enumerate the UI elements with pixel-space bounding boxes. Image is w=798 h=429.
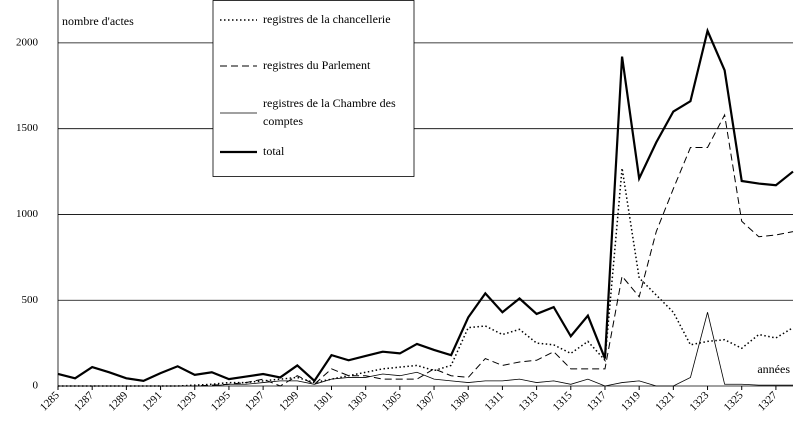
y-tick-label: 2000 [16,36,39,48]
legend-label: registres de la chancellerie [263,12,391,26]
x-tick-label: 1327 [756,389,780,413]
legend-label: registres du Parlement [263,58,371,72]
series-line [58,168,794,387]
x-tick-label: 1299 [277,389,301,413]
x-tick-label: 1309 [448,389,472,413]
x-tick-label: 1317 [585,389,609,413]
x-tick-label: 1287 [72,389,96,413]
x-tick-label: 1305 [380,389,404,413]
x-tick-label: 1301 [311,389,335,413]
x-tick-label: 1295 [209,389,233,413]
y-tick-label: 500 [22,294,39,306]
x-tick-label: 1323 [687,389,711,413]
legend-label: registres de la Chambre des comptes [263,96,396,128]
legend-label-line: comptes [263,114,303,128]
x-tick-label: 1307 [414,389,438,413]
series-line [57,27,794,383]
legend-label-line: registres de la Chambre des [263,96,396,110]
legend-label: total [263,144,285,158]
series-line [58,113,794,387]
legend-box [212,0,415,177]
series-line [58,312,793,387]
y-tick-label: 1000 [16,208,39,220]
x-tick-label: 1285 [38,389,62,413]
y-tick-label: 1500 [16,122,39,134]
x-tick-label: 1303 [346,389,370,413]
x-tick-label: 1319 [619,389,643,413]
x-tick-label: 1325 [722,389,746,413]
y-axis-label: nombre d'actes [62,14,134,28]
x-tick-label: 1293 [175,389,199,413]
x-tick-label: 1297 [243,389,267,413]
x-tick-label: 1291 [140,389,164,413]
x-axis-label: années [757,362,790,376]
y-tick-label: 0 [33,380,39,392]
x-tick-label: 1313 [516,389,540,413]
x-tick-label: 1321 [653,389,677,413]
x-tick-label: 1289 [106,389,130,413]
x-tick-label: 1315 [551,389,575,413]
x-tick-label: 1311 [483,389,507,413]
